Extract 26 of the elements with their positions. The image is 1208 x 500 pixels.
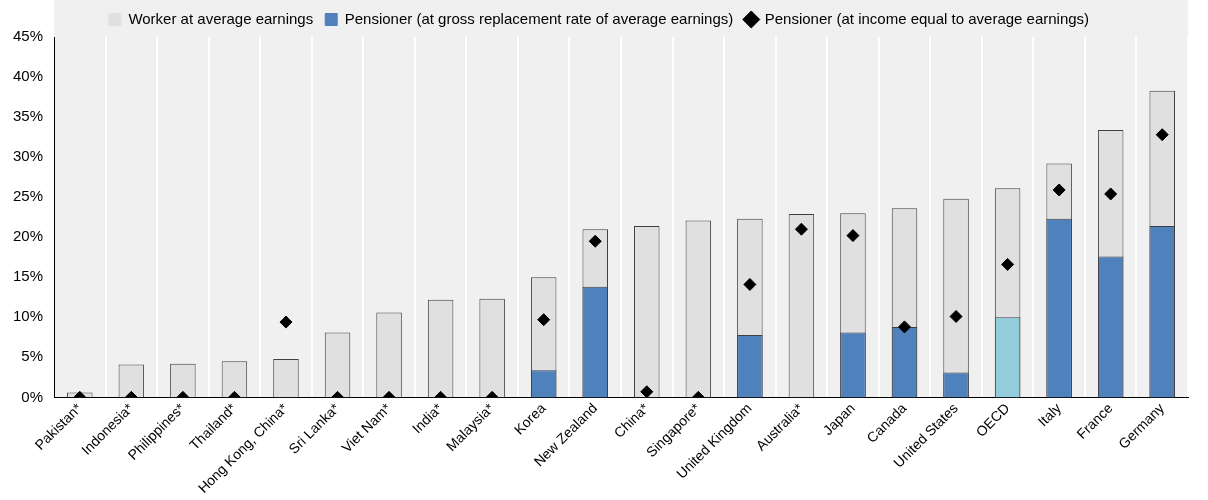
point xyxy=(1052,183,1066,197)
point xyxy=(949,309,963,323)
point xyxy=(588,234,602,248)
y-tick-label: 5% xyxy=(21,347,44,365)
point xyxy=(279,315,293,329)
y-tick-label: 30% xyxy=(12,147,44,165)
point xyxy=(1155,128,1169,142)
y-tick-label: 0% xyxy=(21,387,44,405)
legend-label: Worker at average earnings xyxy=(128,9,314,27)
legend-label: Pensioner (at income equal to average earnings) xyxy=(764,9,1090,27)
legend-label: Pensioner (at gross replacement rate of average earnings) xyxy=(344,9,734,27)
point xyxy=(846,229,860,243)
x-tick-label: Italy xyxy=(1034,399,1064,430)
y-tick-label: 25% xyxy=(12,187,44,205)
y-tick-label: 40% xyxy=(12,67,44,85)
point xyxy=(1104,187,1118,201)
y-tick-label: 10% xyxy=(12,307,44,325)
point xyxy=(898,320,912,334)
point xyxy=(1001,257,1015,271)
y-tick-label: 35% xyxy=(12,107,44,125)
point xyxy=(743,277,757,291)
point xyxy=(794,222,808,236)
point xyxy=(537,313,551,327)
y-tick-label: 15% xyxy=(12,267,44,285)
y-tick-label: 20% xyxy=(12,227,44,245)
y-tick-label: 45% xyxy=(12,27,44,45)
